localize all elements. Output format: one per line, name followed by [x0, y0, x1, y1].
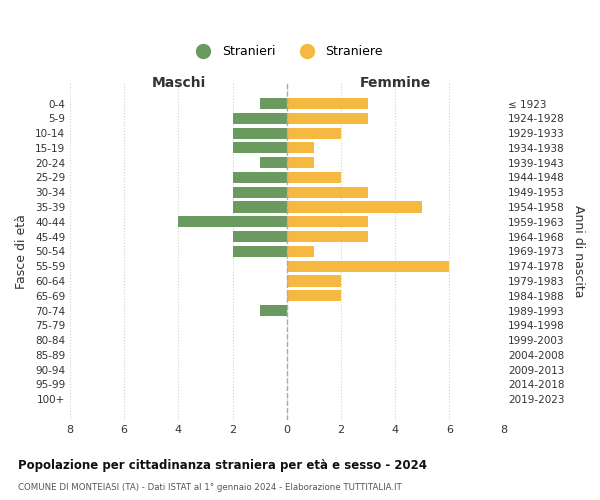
Bar: [233, 172, 287, 183]
Bar: [287, 113, 368, 124]
Bar: [233, 202, 287, 212]
Bar: [287, 157, 314, 168]
Bar: [233, 128, 287, 138]
Bar: [260, 305, 287, 316]
Bar: [287, 142, 314, 154]
Bar: [260, 98, 287, 109]
Text: COMUNE DI MONTEIASI (TA) - Dati ISTAT al 1° gennaio 2024 - Elaborazione TUTTITAL: COMUNE DI MONTEIASI (TA) - Dati ISTAT al…: [18, 484, 402, 492]
Bar: [233, 113, 287, 124]
Bar: [233, 246, 287, 257]
Text: Maschi: Maschi: [151, 76, 206, 90]
Bar: [287, 290, 341, 302]
Legend: Stranieri, Straniere: Stranieri, Straniere: [187, 42, 386, 62]
Y-axis label: Fasce di età: Fasce di età: [15, 214, 28, 289]
Text: Femmine: Femmine: [359, 76, 431, 90]
Bar: [233, 142, 287, 154]
Bar: [287, 216, 368, 228]
Bar: [287, 231, 368, 242]
Bar: [287, 246, 314, 257]
Bar: [287, 98, 368, 109]
Bar: [260, 157, 287, 168]
Bar: [287, 172, 341, 183]
Text: Popolazione per cittadinanza straniera per età e sesso - 2024: Popolazione per cittadinanza straniera p…: [18, 460, 427, 472]
Bar: [287, 128, 341, 138]
Y-axis label: Anni di nascita: Anni di nascita: [572, 205, 585, 298]
Bar: [287, 186, 368, 198]
Bar: [233, 231, 287, 242]
Bar: [287, 260, 449, 272]
Bar: [287, 202, 422, 212]
Bar: [178, 216, 287, 228]
Bar: [233, 186, 287, 198]
Bar: [287, 276, 341, 286]
